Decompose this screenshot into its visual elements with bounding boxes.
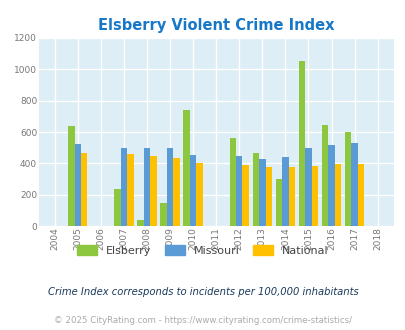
Bar <box>160 203 166 226</box>
Bar <box>196 163 202 226</box>
Bar <box>298 61 305 226</box>
Bar <box>344 132 350 226</box>
Bar <box>183 110 190 226</box>
Text: Crime Index corresponds to incidents per 100,000 inhabitants: Crime Index corresponds to incidents per… <box>47 287 358 297</box>
Bar <box>275 179 281 226</box>
Bar <box>114 189 120 226</box>
Bar <box>166 148 173 226</box>
Bar <box>143 148 150 226</box>
Bar <box>265 167 271 226</box>
Bar <box>305 148 311 226</box>
Bar <box>120 148 127 226</box>
Bar <box>288 167 294 226</box>
Bar <box>242 165 248 226</box>
Bar <box>190 155 196 226</box>
Title: Elsberry Violent Crime Index: Elsberry Violent Crime Index <box>98 17 334 33</box>
Bar <box>357 164 363 226</box>
Bar <box>137 220 143 226</box>
Bar <box>150 155 156 226</box>
Bar <box>229 138 235 226</box>
Bar <box>350 143 357 226</box>
Bar <box>334 164 340 226</box>
Bar <box>68 126 75 226</box>
Bar <box>321 125 328 226</box>
Bar <box>328 145 334 226</box>
Bar <box>173 158 179 226</box>
Bar <box>252 153 258 226</box>
Bar <box>281 157 288 226</box>
Bar <box>81 153 87 226</box>
Text: © 2025 CityRating.com - https://www.cityrating.com/crime-statistics/: © 2025 CityRating.com - https://www.city… <box>54 316 351 325</box>
Bar <box>127 154 133 226</box>
Bar <box>75 144 81 226</box>
Legend: Elsberry, Missouri, National: Elsberry, Missouri, National <box>73 241 332 260</box>
Bar <box>311 166 318 226</box>
Bar <box>258 159 265 226</box>
Bar <box>235 156 242 226</box>
